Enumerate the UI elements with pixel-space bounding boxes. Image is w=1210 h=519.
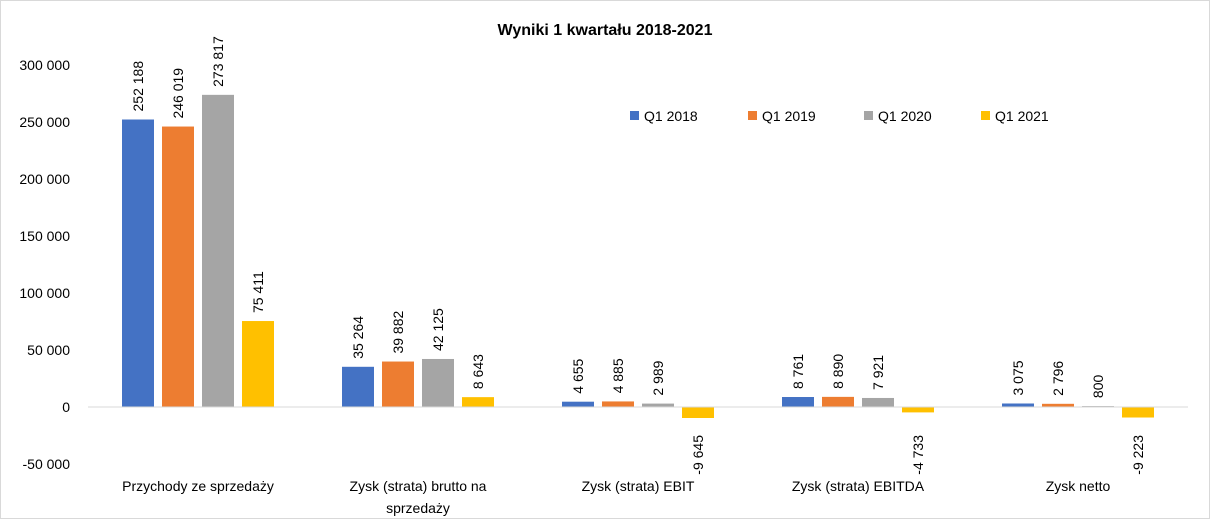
data-label: 2 989 (650, 360, 666, 395)
legend-swatch (748, 111, 757, 120)
bar (202, 94, 234, 407)
bar (242, 321, 274, 407)
bar (122, 119, 154, 407)
y-tick-label: 150 000 (19, 228, 70, 244)
category-label: Zysk (strata) EBIT (582, 478, 695, 494)
legend-label: Q1 2020 (878, 108, 932, 124)
data-label: 39 882 (390, 311, 406, 354)
category-label: Zysk (strata) brutto na (350, 478, 487, 494)
bar (162, 126, 194, 408)
bar (422, 358, 454, 407)
data-label: 42 125 (430, 308, 446, 351)
data-label: -4 733 (910, 435, 926, 475)
data-label: 2 796 (1050, 361, 1066, 396)
bars (122, 94, 1154, 418)
data-label: 35 264 (350, 316, 366, 359)
category-label: sprzedaży (386, 500, 450, 516)
bar (562, 401, 594, 407)
data-label: 4 885 (610, 358, 626, 393)
data-label: 3 075 (1010, 360, 1026, 395)
bar (642, 403, 674, 407)
y-tick-label: 300 000 (19, 57, 70, 73)
legend-swatch (630, 111, 639, 120)
data-label: -9 223 (1130, 435, 1146, 475)
category-label: Zysk netto (1046, 478, 1111, 494)
bar (862, 397, 894, 407)
bar (782, 397, 814, 407)
bar (682, 407, 714, 418)
data-label: -9 645 (690, 435, 706, 475)
bar (462, 397, 494, 407)
data-label: 7 921 (870, 355, 886, 390)
category-label: Zysk (strata) EBITDA (792, 478, 925, 494)
data-label: 8 890 (830, 354, 846, 389)
data-label: 75 411 (250, 271, 266, 313)
bar (1122, 407, 1154, 418)
data-label: 8 643 (470, 354, 486, 389)
legend-label: Q1 2021 (995, 108, 1049, 124)
y-tick-label: 100 000 (19, 285, 70, 301)
category-labels: Przychody ze sprzedaży Zysk (strata) brut… (122, 478, 1110, 516)
y-tick-label: 200 000 (19, 171, 70, 187)
data-label: 800 (1090, 375, 1106, 399)
bar (1002, 403, 1034, 407)
y-tick-label: -50 000 (23, 456, 71, 472)
legend-label: Q1 2018 (644, 108, 698, 124)
bar (902, 407, 934, 413)
data-label: 4 655 (570, 358, 586, 393)
y-tick-label: 50 000 (27, 342, 70, 358)
category-label: Przychody ze sprzedaży (122, 478, 274, 494)
legend-swatch (864, 111, 873, 120)
data-label: 252 188 (130, 61, 146, 112)
chart-title: Wyniki 1 kwartału 2018-2021 (498, 22, 713, 39)
bar (822, 396, 854, 407)
y-tick-label: 0 (62, 399, 70, 415)
y-tick-label: 250 000 (19, 114, 70, 130)
legend-swatch (981, 111, 990, 120)
data-label: 273 817 (210, 36, 226, 87)
data-label: 8 761 (790, 354, 806, 389)
data-label: 246 019 (170, 68, 186, 119)
bar (342, 366, 374, 407)
data-labels: 252 188 246 019 273 817 75 411 35 264 39 882 4… (130, 36, 1146, 475)
legend: Q1 2018 Q1 2019 Q1 2020 Q1 2021 (630, 108, 1049, 124)
legend-label: Q1 2019 (762, 108, 816, 124)
bar (1042, 403, 1074, 407)
y-axis: -50 000 0 50 000 100 000 150 000 200 000 250 0… (19, 57, 70, 472)
bar (602, 401, 634, 407)
bar (382, 361, 414, 407)
